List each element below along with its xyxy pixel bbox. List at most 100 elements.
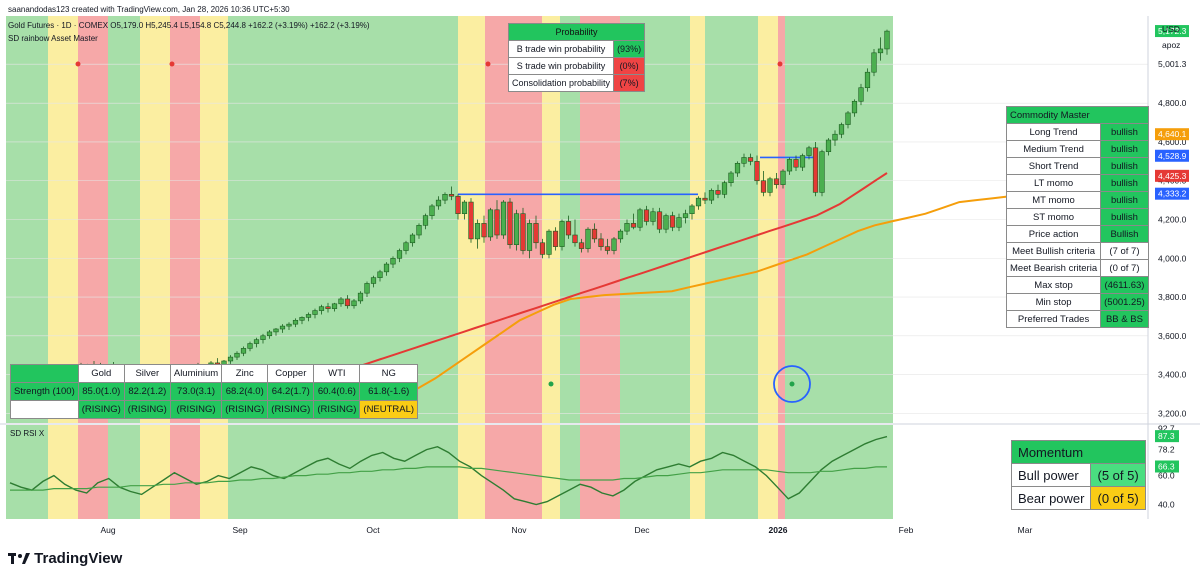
candle-body <box>318 306 325 311</box>
cm-value: BB & BS <box>1100 310 1149 328</box>
price-tick-label: 4,600.0 <box>1158 137 1187 147</box>
commodity-master-table: Commodity Master Long Trend bullish Mediu… <box>1005 106 1149 328</box>
strength-status: (RISING) <box>221 400 269 419</box>
candle-body <box>234 352 240 358</box>
price-tick-label: 4,800.0 <box>1158 98 1187 108</box>
candle-body <box>663 215 669 230</box>
rsi-regime-band <box>705 425 758 519</box>
candle-body <box>565 221 572 236</box>
time-tick-label: Oct <box>366 525 380 535</box>
cm-label: Medium Trend <box>1005 140 1102 158</box>
strength-status: (RISING) <box>267 400 315 419</box>
candle-body <box>526 223 533 251</box>
cm-value: bullish <box>1100 208 1149 226</box>
probability-row-label: Consolidation probability <box>507 74 615 92</box>
rsi-indicator-label[interactable]: SD RSI X <box>10 429 45 438</box>
candle-body <box>247 343 253 349</box>
tradingview-logo-icon <box>8 551 30 565</box>
price-badge <box>1155 187 1189 200</box>
candle-body <box>630 223 637 228</box>
candle-body <box>656 211 663 230</box>
cm-value: Bullish <box>1100 225 1149 243</box>
strength-status: (NEUTRAL) <box>359 400 419 419</box>
momentum-title: Momentum <box>1011 440 1146 464</box>
indicator-label[interactable]: SD rainbow Asset Master <box>8 34 98 43</box>
candle-body <box>305 314 312 318</box>
strength-header: Silver <box>123 364 171 383</box>
tradingview-logo[interactable]: TradingView <box>8 549 122 567</box>
candle-body <box>578 242 585 249</box>
ma-orange-line <box>299 195 1011 415</box>
candle-body <box>611 238 617 251</box>
candle-body <box>240 348 247 354</box>
candle-body <box>806 147 812 156</box>
rsi-regime-band <box>620 425 690 519</box>
candle-body <box>721 182 728 195</box>
candle-body <box>507 201 513 245</box>
candle-body <box>286 323 292 327</box>
currency-label[interactable]: USD <box>1162 24 1180 34</box>
strength-value: 73.0(3.1) <box>169 382 223 401</box>
strength-value: 82.2(1.2) <box>123 382 171 401</box>
candle-body <box>273 328 279 333</box>
time-tick-label: Mar <box>1018 525 1033 535</box>
signal-dot-red <box>75 61 81 67</box>
symbol-line[interactable]: Gold Futures · 1D · COMEX O5,179.0 H5,24… <box>8 21 370 30</box>
candle-body <box>325 306 331 309</box>
price-badge <box>1155 169 1189 182</box>
candle-body <box>383 263 390 273</box>
rsi-regime-band <box>785 425 893 519</box>
candle-body <box>819 151 825 193</box>
scale-mode-label[interactable]: apoz <box>1162 40 1181 50</box>
candle-body <box>793 159 799 168</box>
candle-body <box>351 300 357 307</box>
signal-dot-green <box>548 381 554 387</box>
candle-body <box>227 356 234 362</box>
candle-body <box>871 52 877 73</box>
signal-dot-green <box>789 381 795 387</box>
candle-body <box>559 221 565 247</box>
cm-value: bullish <box>1100 157 1149 175</box>
strength-value: 61.8(-1.6) <box>359 382 419 401</box>
candle-body <box>825 139 832 152</box>
candle-body <box>767 178 773 193</box>
strength-table: Gold Silver Aluminium Zinc Copper WTI NG… <box>10 364 419 419</box>
cm-label: Max stop <box>1005 276 1102 294</box>
momentum-value: (0 of 5) <box>1090 486 1146 510</box>
cm-label: LT momo <box>1005 174 1102 192</box>
candle-body <box>546 230 552 255</box>
price-badge-label: 4,640.1 <box>1158 129 1187 139</box>
candle-body <box>637 209 643 228</box>
strength-corner <box>10 364 79 383</box>
price-badge <box>1155 149 1189 162</box>
cm-value: (0 of 7) <box>1100 259 1149 277</box>
tradingview-logo-text: TradingView <box>34 550 123 567</box>
cm-label: Meet Bullish criteria <box>1005 242 1102 260</box>
candle-body <box>552 230 559 247</box>
cm-label: ST momo <box>1005 208 1102 226</box>
candle-body <box>299 317 305 321</box>
strength-header: Copper <box>267 364 315 383</box>
candle-body <box>591 228 598 240</box>
signal-dot-red <box>485 61 491 67</box>
momentum-table: Momentum Bull power (5 of 5) Bear power (0… <box>1010 440 1146 510</box>
candle-body <box>669 215 676 228</box>
strength-status: (RISING) <box>169 400 223 419</box>
rsi-badge-label: 66.3 <box>1158 462 1175 472</box>
rsi-tick-label: 92.7 <box>1158 423 1175 433</box>
strength-header: Gold <box>77 364 125 383</box>
cm-label: Price action <box>1005 225 1102 243</box>
candle-body <box>572 234 578 244</box>
candle-body <box>624 223 630 232</box>
candle-body <box>377 271 383 278</box>
probability-row-value: (0%) <box>613 57 646 75</box>
rsi-regime-band <box>108 425 140 519</box>
rsi-regime-band <box>6 425 48 519</box>
candle-body <box>682 213 689 218</box>
cm-label: Min stop <box>1005 293 1102 311</box>
candle-body <box>331 303 338 309</box>
candle-body <box>409 234 416 244</box>
strength-header: WTI <box>313 364 361 383</box>
cm-label: Meet Bearish criteria <box>1005 259 1102 277</box>
